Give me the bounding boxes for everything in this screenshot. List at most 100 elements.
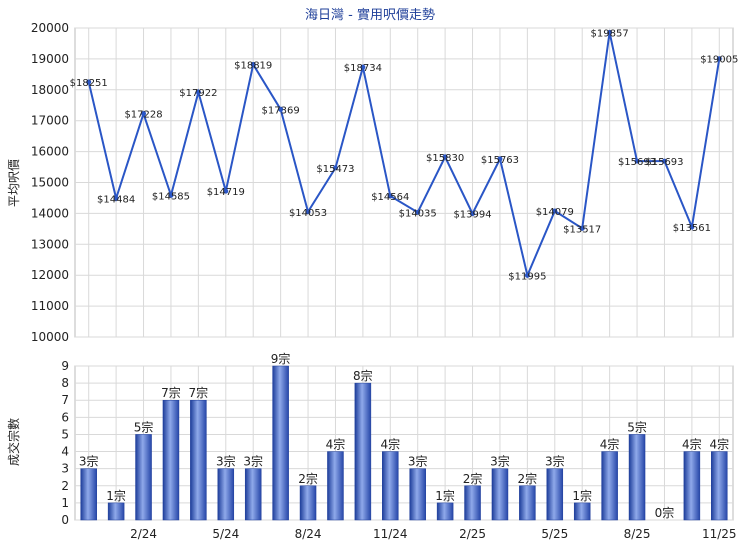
volume-y-axis-label: 成交宗數 — [6, 418, 21, 466]
x-tick-label: 2/24 — [130, 527, 157, 541]
volume-value-label: 7宗 — [189, 385, 209, 400]
price-y-tick-label: 20000 — [31, 21, 69, 35]
price-point — [415, 209, 421, 215]
price-value-label: $14564 — [371, 192, 409, 203]
volume-value-label: 2宗 — [518, 471, 538, 486]
price-point — [689, 224, 695, 230]
price-point — [607, 29, 613, 35]
price-value-label: $18819 — [234, 60, 272, 71]
price-point — [716, 56, 722, 62]
x-tick-label: 5/24 — [212, 527, 239, 541]
price-y-axis-label: 平均呎價 — [7, 159, 21, 207]
price-y-tick-label: 14000 — [31, 206, 69, 220]
volume-bar — [354, 382, 372, 521]
price-value-label: $19857 — [591, 28, 629, 39]
price-point — [113, 195, 119, 201]
x-tick-label: 11/25 — [702, 527, 737, 541]
price-y-tick-label: 18000 — [31, 83, 69, 97]
price-value-label: $19005 — [700, 55, 738, 66]
volume-value-label: 5宗 — [627, 419, 647, 434]
volume-bar — [464, 485, 481, 521]
volume-y-tick-label: 3 — [61, 462, 69, 476]
price-point — [223, 188, 229, 194]
price-point — [305, 209, 311, 215]
volume-value-label: 4宗 — [380, 437, 400, 452]
volume-bar — [601, 451, 618, 521]
x-tick-label: 11/24 — [373, 527, 408, 541]
price-value-label: $15693 — [618, 157, 656, 168]
price-point — [86, 79, 92, 85]
volume-bar — [711, 451, 728, 521]
price-y-tick-label: 15000 — [31, 176, 69, 190]
volume-value-label: 5宗 — [134, 419, 154, 434]
price-value-label: $14484 — [97, 194, 135, 205]
price-point — [470, 211, 476, 217]
volume-value-label: 4宗 — [326, 437, 346, 452]
volume-value-label: 0宗 — [655, 505, 675, 520]
volume-bar — [244, 468, 262, 521]
price-point — [141, 111, 147, 117]
price-point — [278, 106, 284, 112]
volume-bar — [327, 451, 344, 521]
price-value-label: $15473 — [316, 164, 354, 175]
price-series-line — [87, 32, 721, 279]
volume-value-label: 4宗 — [682, 437, 702, 452]
price-value-label: $14035 — [399, 208, 437, 219]
volume-value-label: 8宗 — [353, 368, 373, 383]
volume-value-label: 3宗 — [243, 454, 263, 469]
price-value-label: $14719 — [207, 187, 245, 198]
volume-bar — [546, 468, 564, 521]
volume-y-tick-label: 7 — [61, 393, 69, 407]
volume-bar — [491, 468, 509, 521]
price-point — [195, 89, 201, 95]
volume-y-tick-label: 6 — [61, 410, 69, 424]
price-value-label: $14079 — [536, 207, 574, 218]
price-y-tick-label: 13000 — [31, 237, 69, 251]
volume-value-label: 3宗 — [216, 454, 236, 469]
volume-bar — [573, 502, 591, 521]
price-point — [497, 156, 503, 162]
volume-bar — [409, 468, 426, 521]
volume-bar — [382, 451, 399, 521]
volume-value-label: 1宗 — [572, 488, 592, 503]
volume-value-label: 2宗 — [298, 471, 318, 486]
price-y-tick-label: 10000 — [31, 330, 69, 344]
volume-value-label: 1宗 — [435, 488, 455, 503]
price-value-label: $17369 — [262, 105, 300, 116]
price-value-label: $14585 — [152, 191, 190, 202]
x-tick-label: 8/25 — [624, 527, 651, 541]
volume-value-label: 4宗 — [600, 437, 620, 452]
price-value-label: $13517 — [563, 224, 601, 235]
volume-y-tick-label: 9 — [61, 359, 69, 373]
volume-bar — [162, 399, 180, 521]
volume-bar — [217, 468, 235, 521]
volume-value-label: 3宗 — [545, 454, 565, 469]
price-point — [552, 208, 558, 214]
volume-y-tick-label: 0 — [61, 513, 69, 527]
price-value-label: $15830 — [426, 153, 464, 164]
x-tick-label: 8/24 — [295, 527, 322, 541]
price-value-label: $18251 — [70, 78, 108, 89]
volume-bar — [135, 434, 152, 521]
price-point — [442, 154, 448, 160]
price-point — [387, 193, 393, 199]
volume-bar — [299, 485, 317, 521]
price-y-tick-label: 17000 — [31, 114, 69, 128]
volume-y-tick-label: 2 — [61, 479, 69, 493]
price-y-tick-label: 19000 — [31, 52, 69, 66]
price-point — [360, 64, 366, 70]
price-value-label: $17228 — [124, 110, 162, 121]
volume-y-tick-label: 8 — [61, 376, 69, 390]
price-y-tick-label: 12000 — [31, 268, 69, 282]
volume-value-label: 1宗 — [106, 488, 126, 503]
price-value-label: $17922 — [179, 88, 217, 99]
volume-bar — [107, 502, 125, 521]
price-point — [579, 225, 585, 231]
price-value-label: $15763 — [481, 155, 519, 166]
price-y-tick-label: 16000 — [31, 145, 69, 159]
price-point — [524, 272, 530, 278]
volume-value-label: 3宗 — [79, 454, 99, 469]
volume-bar — [80, 468, 97, 521]
volume-bar-chart: 0 1 2 3 4 5 6 7 8 9 3宗 1宗 5宗 7宗 7宗 3宗 3宗 9宗 2宗 4宗 8宗 4宗 3宗 1宗 2宗… — [61, 351, 736, 541]
volume-value-label: 9宗 — [271, 351, 291, 366]
